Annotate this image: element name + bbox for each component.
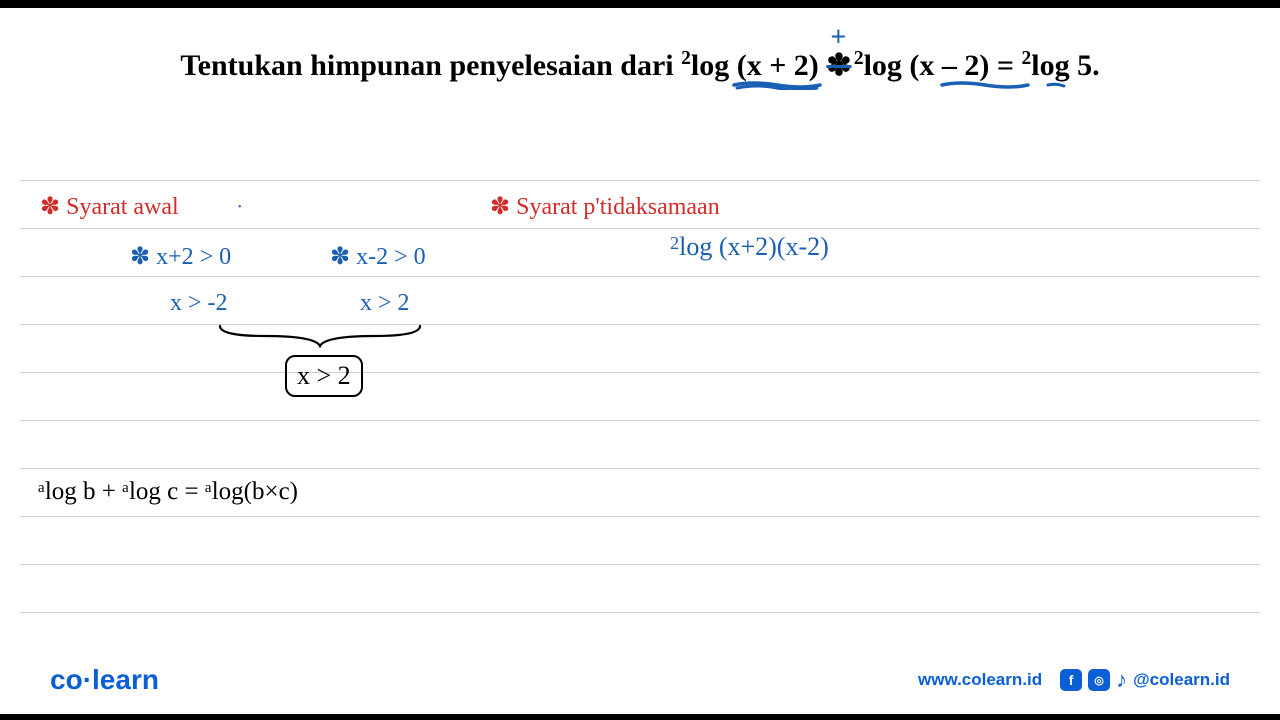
worksheet-area: ✽ Syarat awal • ✽ x+2 > 0 ✽ x-2 > 0 x > … [20,180,1260,640]
facebook-icon: f [1060,669,1082,691]
res2: x > 2 [360,290,410,317]
social-handle: @colearn.id [1133,670,1230,690]
heading-right: ✽ Syarat p'tidaksamaan [490,192,720,221]
footer: co·learn www.colearn.id f ◎ ♪ @colearn.i… [50,660,1230,700]
title-expr-b: log (x – 2) = [864,49,1022,82]
cond2: ✽ x-2 > 0 [330,242,426,271]
instagram-icon: ◎ [1088,669,1110,691]
footer-url: www.colearn.id [918,670,1042,690]
curly-brace [215,322,425,350]
title-expr-a: log (x + 2) [691,49,826,82]
boxed-result: x > 2 [285,355,363,397]
brand-logo: co·learn [50,664,159,696]
underline-3 [1046,80,1066,90]
heading-left: ✽ Syarat awal [40,192,179,221]
title-expr-c: log 5. [1031,49,1099,82]
cond1: ✽ x+2 > 0 [130,242,231,271]
underline-2 [940,80,1030,90]
underline-1 [732,80,822,90]
res1: x > -2 [170,290,228,317]
log-formula: ᵃlog b + ᵃlog c = ᵃlog(b×c) [38,478,298,506]
social-links: f ◎ ♪ @colearn.id [1060,667,1230,693]
title-prefix: Tentukan himpunan penyelesaian dari [180,49,681,82]
problem-title: Tentukan himpunan penyelesaian dari 2log… [0,48,1280,83]
plus-annotation: + [830,22,846,54]
tiktok-icon: ♪ [1116,667,1127,693]
right-line1: 2log (x+2)(x-2) [670,232,829,262]
